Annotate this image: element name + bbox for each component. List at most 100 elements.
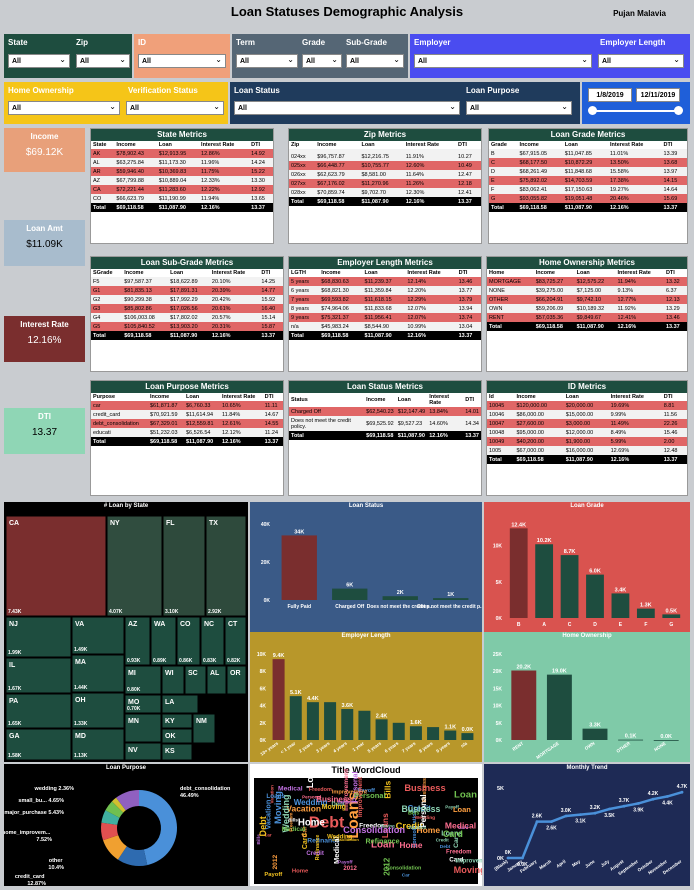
table-row[interactable]: RENT $57,035.36 $9,849.67 12.41% 13.46 [487, 313, 687, 322]
table-row[interactable]: 9 years $75,321.37 $11,956.41 12.07% 13.74 [289, 313, 481, 322]
home-ownership-metrics-table[interactable]: Home Ownership Metrics Home Income Loan Inte… [486, 256, 688, 372]
table-row[interactable]: B $67,915.05 $11,047.85 11.01% 13.39 [489, 149, 687, 158]
loan-purpose-metrics-table[interactable]: Loan Purpose Metrics Purpose Income Loan Int… [90, 380, 284, 496]
table-row[interactable]: educati $51,232.03 $6,526.54 12.12% 11.24 [91, 428, 283, 437]
employer-length-metrics-table[interactable]: Employer Length Metrics LGTH Income Loan Int… [288, 256, 482, 372]
loan-status-chart[interactable]: Loan Status 0K 20K 40K 34K Fully Paid 6K Charg… [250, 502, 482, 632]
column-header[interactable]: Loan [574, 269, 616, 277]
table-row[interactable]: 10049 $40,200.00 $1,900.00 5.99% 2.00 [487, 437, 687, 446]
loan-purpose-svg[interactable]: wedding 2.36%small_bu... 4.65%major_purc… [4, 764, 248, 886]
table-row[interactable]: 027xx $67,176.02 $11,270.96 11.26% 12.18 [289, 179, 481, 188]
table-row[interactable]: 025xx $66,448.77 $10,755.77 12.60% 10.49 [289, 161, 481, 170]
table-row[interactable]: OWN $59,206.09 $10,189.32 11.92% 13.29 [487, 304, 687, 313]
wordcloud-svg[interactable]: LoansDebtCreditConsolidationCardPersonal… [250, 764, 482, 886]
term-dropdown[interactable]: All ⌄ [236, 54, 298, 68]
table-row[interactable]: 6 years $68,821.30 $11,359.84 12.20% 13.77 [289, 286, 481, 295]
column-header[interactable]: DTI [259, 269, 283, 277]
treemap-svg[interactable]: CA 7.43K NY 4.07K FL 3.10K TX 2.92K NJ 1.99K IL 1.6… [4, 502, 248, 762]
loan-purpose-chart[interactable]: Loan Purpose wedding 2.36% small_bu... 4.… [4, 764, 248, 886]
column-header[interactable]: Loan [359, 141, 404, 149]
column-header[interactable]: Purpose [91, 393, 148, 401]
state-metrics-table[interactable]: State Metrics State Income Loan Interest Rat… [90, 128, 274, 244]
table-row[interactable]: NONE $39,275.00 $7,125.00 9.13% 6.37 [487, 286, 687, 295]
column-header[interactable]: Income [514, 393, 564, 401]
table-row[interactable]: 8 years $74,964.06 $11,833.68 12.07% 13.94 [289, 304, 481, 313]
loan-status-dropdown[interactable]: All ⌄ [234, 101, 460, 115]
table-row[interactable]: F5 $97,587.37 $18,622.89 20.10% 14.25 [91, 277, 283, 286]
column-header[interactable]: DTI [456, 141, 481, 149]
table-row[interactable]: 026xx $62,623.79 $8,581.00 11.64% 12.47 [289, 170, 481, 179]
table-row[interactable]: 10048 $95,000.00 $12,000.00 8.49% 15.46 [487, 428, 687, 437]
table-row[interactable]: OTHER $66,204.91 $9,742.10 12.77% 12.13 [487, 295, 687, 304]
table-row[interactable]: AL $63,275.84 $11,173.30 11.96% 14.24 [91, 158, 273, 167]
column-header[interactable]: DTI [663, 269, 687, 277]
monthly-trend-chart[interactable]: Monthly Trend 0K 5K 0K (Blank) 0.0K January 2.… [484, 764, 690, 886]
column-header[interactable]: Income [319, 269, 363, 277]
column-header[interactable]: State [91, 141, 115, 149]
column-header[interactable]: Zip [289, 141, 316, 149]
column-header[interactable]: Income [114, 141, 157, 149]
date-slider-track[interactable] [592, 110, 678, 112]
column-header[interactable]: Interest Rate [608, 393, 662, 401]
date-slider-end-handle[interactable] [674, 106, 683, 115]
table-row[interactable]: n/a $45,983.24 $8,544.90 10.99% 13.04 [289, 322, 481, 331]
column-header[interactable]: Loan [168, 269, 210, 277]
column-header[interactable]: Status [289, 393, 365, 407]
column-header[interactable]: DTI [249, 141, 273, 149]
table-row[interactable]: 028xx $70,859.74 $9,702.70 12.30% 12.41 [289, 188, 481, 197]
table-row[interactable]: CO $66,623.79 $11,190.99 11.94% 13.65 [91, 194, 273, 203]
date-start-input[interactable]: 1/8/2019 [588, 88, 632, 102]
table-row[interactable]: G5 $105,840.52 $13,903.20 20.31% 15.87 [91, 322, 283, 331]
column-header[interactable]: Loan [184, 393, 221, 401]
table-row[interactable]: MORTGAGE $83,725.27 $12,575.22 11.94% 13.32 [487, 277, 687, 286]
grade-dropdown[interactable]: All ⌄ [302, 54, 342, 68]
column-header[interactable]: DTI [661, 393, 687, 401]
id-metrics-table[interactable]: ID Metrics Id Income Loan Interest Rate DTI 10… [486, 380, 688, 496]
loan-status-svg[interactable]: 0K 20K 40K 34K Fully Paid 6K Charged Off 2K Does… [250, 502, 482, 632]
table-row[interactable]: 5 years $68,830.63 $11,239.37 12.14% 13.46 [289, 277, 481, 286]
column-header[interactable]: DTI [262, 393, 283, 401]
home-ownership-chart[interactable]: Home Ownership 0K 5K 10K 15K 20K 25K 20.2K RENT… [484, 632, 690, 762]
column-header[interactable]: Loan [562, 141, 608, 149]
column-header[interactable]: SGrade [91, 269, 123, 277]
employer-length-dropdown[interactable]: All ⌄ [598, 54, 684, 68]
verification-dropdown[interactable]: All ⌄ [126, 101, 224, 115]
column-header[interactable]: Home [487, 269, 534, 277]
column-header[interactable]: Interest Rate [403, 141, 457, 149]
zip-dropdown[interactable]: All ⌄ [76, 54, 130, 68]
date-slider-start-handle[interactable] [588, 106, 597, 115]
column-header[interactable]: LGTH [289, 269, 320, 277]
table-row[interactable]: C $68,177.50 $10,872.29 13.50% 13.68 [489, 158, 687, 167]
table-row[interactable]: 1005 $67,000.00 $16,000.00 12.69% 12.48 [487, 446, 687, 455]
table-row[interactable]: debt_consolidation $67,329.01 $12,559.81 12… [91, 419, 283, 428]
id-dropdown[interactable]: All ⌄ [138, 54, 226, 68]
loan-by-state-treemap[interactable]: # Loan by State CA 7.43K NY 4.07K FL 3.10K TX 2… [4, 502, 248, 762]
column-header[interactable]: Income [122, 269, 169, 277]
column-header[interactable]: Loan [362, 269, 406, 277]
table-row[interactable]: G $93,055.82 $19,051.48 20.46% 15.69 [489, 194, 687, 203]
table-row[interactable]: 10047 $27,600.00 $3,000.00 11.49% 22.26 [487, 419, 687, 428]
loan-purpose-dropdown[interactable]: All ⌄ [466, 101, 572, 115]
table-row[interactable]: 024xx $96,757.87 $12,216.75 11.91% 10.27 [289, 152, 481, 161]
table-row[interactable]: G1 $81,835.13 $17,891.31 20.39% 14.77 [91, 286, 283, 295]
table-row[interactable]: G3 $85,802.86 $17,026.56 20.61% 16.40 [91, 304, 283, 313]
state-dropdown[interactable]: All ⌄ [8, 54, 70, 68]
column-header[interactable]: DTI [456, 269, 481, 277]
employer-dropdown[interactable]: All ⌄ [414, 54, 592, 68]
column-header[interactable]: Interest Rate [199, 141, 250, 149]
table-row[interactable]: CA $72,221.44 $11,283.60 12.22% 12.92 [91, 185, 273, 194]
loan-grade-chart[interactable]: Loan Grade 0K 5K 10K 12.4K B 10.2K A 8.7K C 6.0K D… [484, 502, 690, 632]
employer-length-chart[interactable]: Employer Length 0K 2K 4K 6K 8K 10K 9.4K 10+ yea… [250, 632, 482, 762]
loan-status-metrics-table[interactable]: Loan Status Metrics Status Income Loan Inter… [288, 380, 482, 496]
table-row[interactable]: 7 years $69,593.82 $11,618.15 12.29% 13.79 [289, 295, 481, 304]
column-header[interactable]: Income [147, 393, 184, 401]
table-row[interactable]: AR $59,946.40 $10,369.83 11.75% 15.22 [91, 167, 273, 176]
column-header[interactable]: Loan [395, 393, 428, 407]
column-header[interactable]: Grade [489, 141, 518, 149]
column-header[interactable]: Interest Rate [405, 269, 457, 277]
column-header[interactable]: Loan [563, 393, 609, 401]
loan-subgrade-metrics-table[interactable]: Loan Sub-Grade Metrics SGrade Income Loan In… [90, 256, 284, 372]
table-row[interactable]: car $61,871.87 $6,760.33 10.65% 11.11 [91, 401, 283, 410]
column-header[interactable]: Income [364, 393, 396, 407]
